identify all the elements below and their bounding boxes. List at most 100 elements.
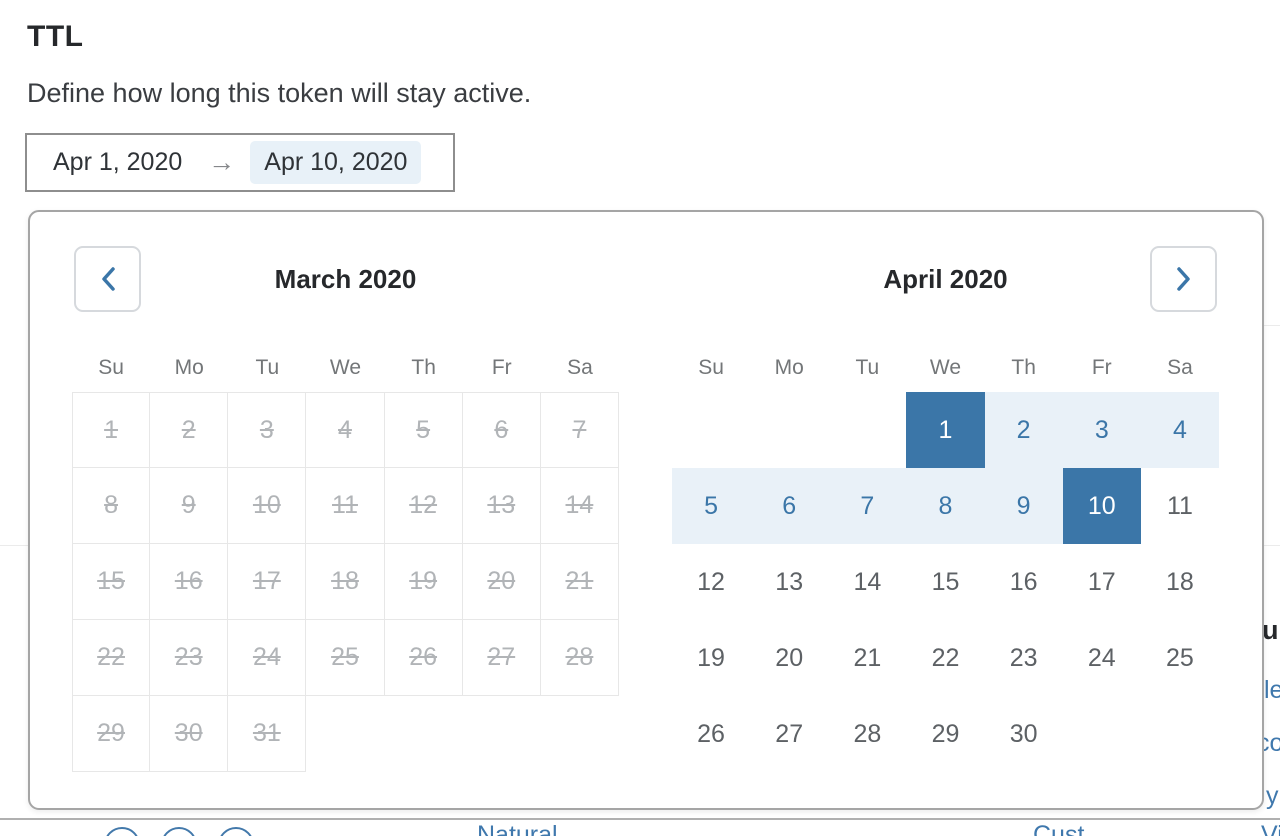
calendar-day: 22 bbox=[72, 620, 151, 696]
calendar-day: 10 bbox=[228, 468, 307, 544]
calendar-day: 25 bbox=[306, 620, 385, 696]
calendar-grid-march: 1 2 3 4 5 6 7 8 9 10 11 12 13 14 15 16 17 18 19 20 21 22 23 24 2… bbox=[72, 392, 619, 772]
calendar-day[interactable]: 10 bbox=[1062, 468, 1141, 544]
calendar-day: 11 bbox=[306, 468, 385, 544]
day-of-week-row: Su Mo Tu We Th Fr Sa bbox=[72, 356, 619, 379]
calendar-day: 15 bbox=[72, 544, 151, 620]
day-of-week-label: Tu bbox=[855, 356, 880, 379]
calendar-day[interactable]: 23 bbox=[1009, 643, 1038, 672]
day-of-week-label: Th bbox=[1011, 356, 1036, 379]
calendar-day[interactable]: 21 bbox=[853, 643, 882, 672]
day-of-week-label: Fr bbox=[1091, 356, 1112, 379]
calendar-day[interactable]: 18 bbox=[1166, 567, 1194, 596]
calendar-day: 21 bbox=[540, 544, 619, 620]
calendar-day: 23 bbox=[150, 620, 229, 696]
empty-cell bbox=[541, 696, 619, 772]
clipped-link-fragment[interactable]: Vi bbox=[1261, 821, 1280, 836]
day-of-week-label: Mo bbox=[774, 356, 804, 379]
calendar-day[interactable]: 27 bbox=[775, 719, 804, 748]
calendar-day: 16 bbox=[150, 544, 229, 620]
empty-cell bbox=[1063, 696, 1141, 772]
clipped-text-fragment: u bbox=[1262, 615, 1279, 645]
section-divider bbox=[0, 818, 1280, 820]
calendar-day[interactable]: 16 bbox=[1009, 567, 1038, 596]
empty-cell bbox=[672, 392, 750, 468]
calendar-day: 14 bbox=[540, 468, 619, 544]
calendar-day: 29 bbox=[72, 696, 151, 772]
date-range-input[interactable]: Apr 1, 2020 → Apr 10, 2020 bbox=[25, 133, 455, 192]
page-description: Define how long this token will stay act… bbox=[27, 78, 532, 108]
day-of-week-label: We bbox=[329, 356, 362, 379]
clipped-link-fragment[interactable]: y bbox=[1266, 782, 1279, 810]
calendar-day: 13 bbox=[462, 468, 541, 544]
calendar-day: 19 bbox=[384, 544, 463, 620]
calendar-day: 2 bbox=[150, 392, 229, 468]
empty-cell bbox=[385, 696, 463, 772]
page-title: TTL bbox=[27, 20, 84, 53]
calendar-day: 24 bbox=[228, 620, 307, 696]
date-picker-popup: March 2020 Su Mo Tu We Th Fr Sa 1 2 3 4 5 6 7 8 9 10 11 1… bbox=[28, 210, 1264, 810]
calendar-day[interactable]: 19 bbox=[697, 643, 725, 672]
month-title: April 2020 bbox=[883, 263, 1008, 294]
calendar-day[interactable]: 17 bbox=[1087, 567, 1116, 596]
circle-icon[interactable] bbox=[218, 827, 254, 836]
next-month-button[interactable] bbox=[1150, 246, 1217, 312]
day-of-week-row: Su Mo Tu We Th Fr Sa bbox=[672, 356, 1219, 379]
calendar-day: 20 bbox=[462, 544, 541, 620]
calendar-day: 3 bbox=[228, 392, 307, 468]
calendar-day[interactable]: 20 bbox=[775, 643, 804, 672]
calendar-day: 6 bbox=[462, 392, 541, 468]
calendar-day[interactable]: 22 bbox=[931, 643, 960, 672]
calendar-day[interactable]: 28 bbox=[853, 719, 882, 748]
calendar-day: 7 bbox=[540, 392, 619, 468]
calendar-day[interactable]: 7 bbox=[828, 468, 907, 544]
end-date-value[interactable]: Apr 10, 2020 bbox=[250, 141, 422, 184]
empty-cell bbox=[828, 392, 906, 468]
circle-icon[interactable] bbox=[104, 827, 140, 836]
calendar-day[interactable]: 11 bbox=[1166, 491, 1193, 520]
calendar-day[interactable]: 13 bbox=[775, 567, 804, 596]
calendar-day[interactable]: 5 bbox=[672, 468, 751, 544]
calendar-day[interactable]: 15 bbox=[931, 567, 960, 596]
empty-cell bbox=[306, 696, 384, 772]
calendar-day: 5 bbox=[384, 392, 463, 468]
calendar-day: 17 bbox=[228, 544, 307, 620]
calendar-day[interactable]: 12 bbox=[697, 567, 725, 596]
calendar-day[interactable]: 6 bbox=[750, 468, 829, 544]
clipped-tab-natural[interactable]: Natural bbox=[477, 821, 558, 836]
clipped-link-fragment[interactable]: le bbox=[1264, 676, 1280, 704]
calendar-day: 8 bbox=[72, 468, 151, 544]
calendar-day[interactable]: 24 bbox=[1087, 643, 1116, 672]
calendar-day: 30 bbox=[150, 696, 229, 772]
day-of-week-label: Mo bbox=[174, 356, 204, 379]
clipped-tab-custom[interactable]: Cust bbox=[1033, 821, 1085, 836]
day-of-week-label: Fr bbox=[491, 356, 512, 379]
calendar-day[interactable]: 3 bbox=[1062, 392, 1141, 468]
day-of-week-label: Th bbox=[411, 356, 436, 379]
calendar-day[interactable]: 26 bbox=[697, 719, 725, 748]
day-of-week-label: Sa bbox=[1167, 356, 1193, 379]
chevron-right-icon bbox=[1176, 267, 1190, 291]
calendar-day: 18 bbox=[306, 544, 385, 620]
circle-icon[interactable] bbox=[161, 827, 197, 836]
calendar-day[interactable]: 30 bbox=[1009, 719, 1038, 748]
day-of-week-label: We bbox=[929, 356, 962, 379]
start-date-value[interactable]: Apr 1, 2020 bbox=[53, 148, 183, 176]
calendar-day[interactable]: 8 bbox=[906, 468, 985, 544]
calendar-day[interactable]: 29 bbox=[931, 719, 960, 748]
calendar-grid-april: 1 2 3 4 5 6 7 8 9 10 11 12 13 14 15 16 17 18 19 20 21 22 23 24 2… bbox=[672, 392, 1219, 772]
day-of-week-label: Su bbox=[698, 356, 724, 379]
calendar-day: 9 bbox=[150, 468, 229, 544]
calendar-day: 27 bbox=[462, 620, 541, 696]
calendar-day[interactable]: 9 bbox=[984, 468, 1063, 544]
calendar-day[interactable]: 4 bbox=[1140, 392, 1219, 468]
prev-month-button[interactable] bbox=[74, 246, 141, 312]
calendar-day[interactable]: 2 bbox=[984, 392, 1063, 468]
calendar-day: 12 bbox=[384, 468, 463, 544]
calendar-day: 28 bbox=[540, 620, 619, 696]
calendar-day[interactable]: 25 bbox=[1166, 643, 1194, 672]
calendar-day[interactable]: 14 bbox=[853, 567, 882, 596]
empty-cell bbox=[750, 392, 828, 468]
calendar-day[interactable]: 1 bbox=[906, 392, 985, 468]
